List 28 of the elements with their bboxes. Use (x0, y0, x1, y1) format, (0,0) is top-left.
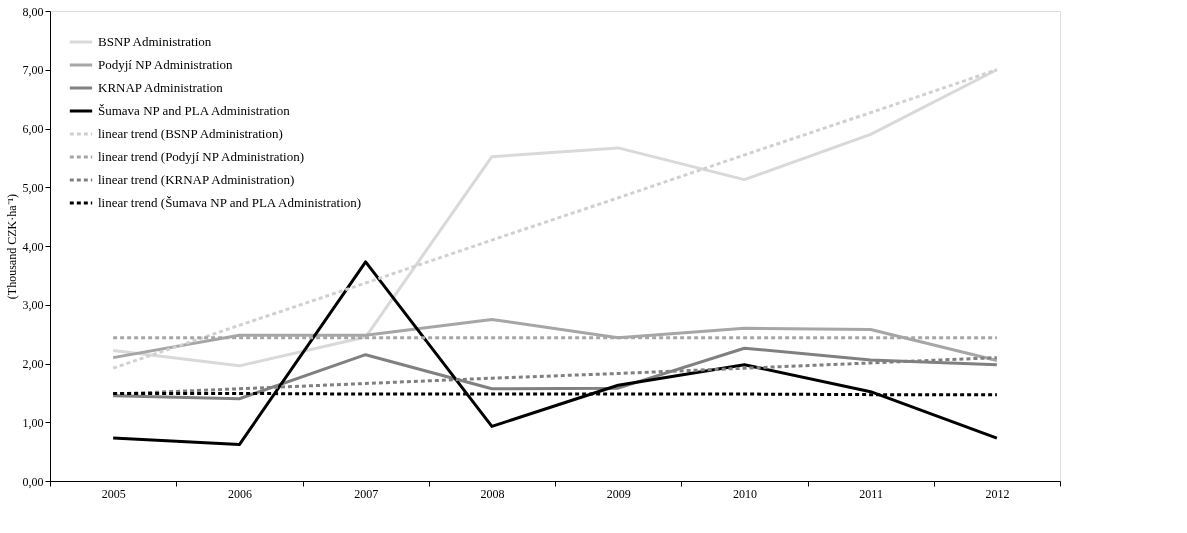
legend-label: KRNAP Administration (98, 80, 224, 95)
x-tick-label: 2009 (606, 486, 631, 501)
x-tick-label: 2007 (354, 486, 379, 501)
y-axis-title: (Thousand CZK·ha⁻¹) (4, 193, 19, 300)
y-tick-label: 7,00 (22, 63, 44, 78)
line-series (111, 260, 999, 447)
y-tick-label: 5,00 (22, 180, 44, 195)
x-tick-label: 2011 (859, 486, 883, 501)
y-tick-label: 3,00 (22, 298, 44, 313)
y-tick-label: 4,00 (22, 239, 44, 254)
y-tick-label: 8,00 (22, 4, 44, 19)
legend-label: linear trend (KRNAP Administration) (98, 172, 295, 187)
legend-label: Šumava NP and PLA Administration (98, 103, 291, 118)
x-tick-label: 2006 (227, 486, 252, 501)
y-tick-label: 1,00 (22, 415, 44, 430)
legend-label: linear trend (Podyjí NP Administration) (98, 149, 305, 164)
legend-label: linear trend (BSNP Administration) (98, 126, 283, 141)
x-tick-label: 2008 (480, 486, 505, 501)
y-tick-label: 0,00 (22, 474, 44, 489)
x-tick-label: 2005 (101, 486, 126, 501)
line-series (111, 317, 999, 363)
x-tick-label: 2012 (985, 486, 1010, 501)
x-tick-label: 2010 (732, 486, 757, 501)
legend-label: linear trend (Šumava NP and PLA Administration) (98, 195, 362, 210)
y-tick-label: 2,00 (22, 357, 44, 371)
legend-label: BSNP Administration (98, 34, 212, 49)
y-tick-label: 6,00 (22, 122, 44, 136)
legend-label: Podyjí NP Administration (98, 57, 234, 72)
